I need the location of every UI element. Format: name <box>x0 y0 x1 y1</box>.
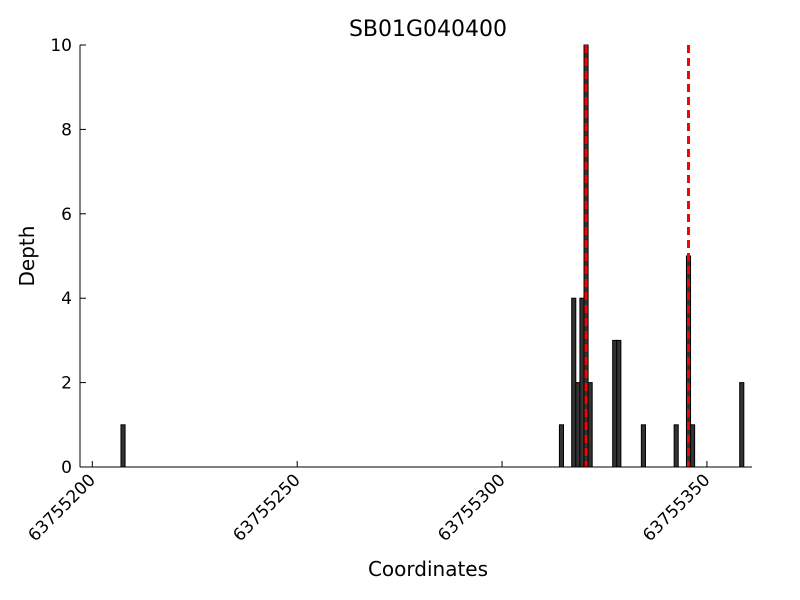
bar <box>612 339 618 468</box>
bar <box>673 424 679 468</box>
bar <box>120 424 126 468</box>
y-axis-label: Depth <box>15 226 39 287</box>
x-tick-label: 63755300 <box>434 470 509 545</box>
y-tick-label: 0 <box>61 458 72 478</box>
chart-title: SB01G040400 <box>349 17 507 42</box>
bar <box>571 297 577 468</box>
bar <box>579 297 585 468</box>
bar <box>739 382 745 468</box>
y-tick-label: 8 <box>61 120 72 140</box>
y-tick-label: 6 <box>61 205 72 225</box>
bar <box>690 424 696 468</box>
bar <box>575 382 581 468</box>
y-tick-label: 4 <box>61 289 72 309</box>
bar <box>640 424 646 468</box>
bar <box>558 424 565 468</box>
y-tick-label: 10 <box>50 36 72 56</box>
x-axis-label: Coordinates <box>368 557 488 581</box>
y-tick-label: 2 <box>61 374 72 394</box>
bar <box>616 339 622 468</box>
x-tick-label: 63755200 <box>24 470 99 545</box>
x-tick-label: 63755350 <box>639 470 714 545</box>
bar <box>587 382 593 468</box>
x-tick-label: 63755250 <box>229 470 304 545</box>
